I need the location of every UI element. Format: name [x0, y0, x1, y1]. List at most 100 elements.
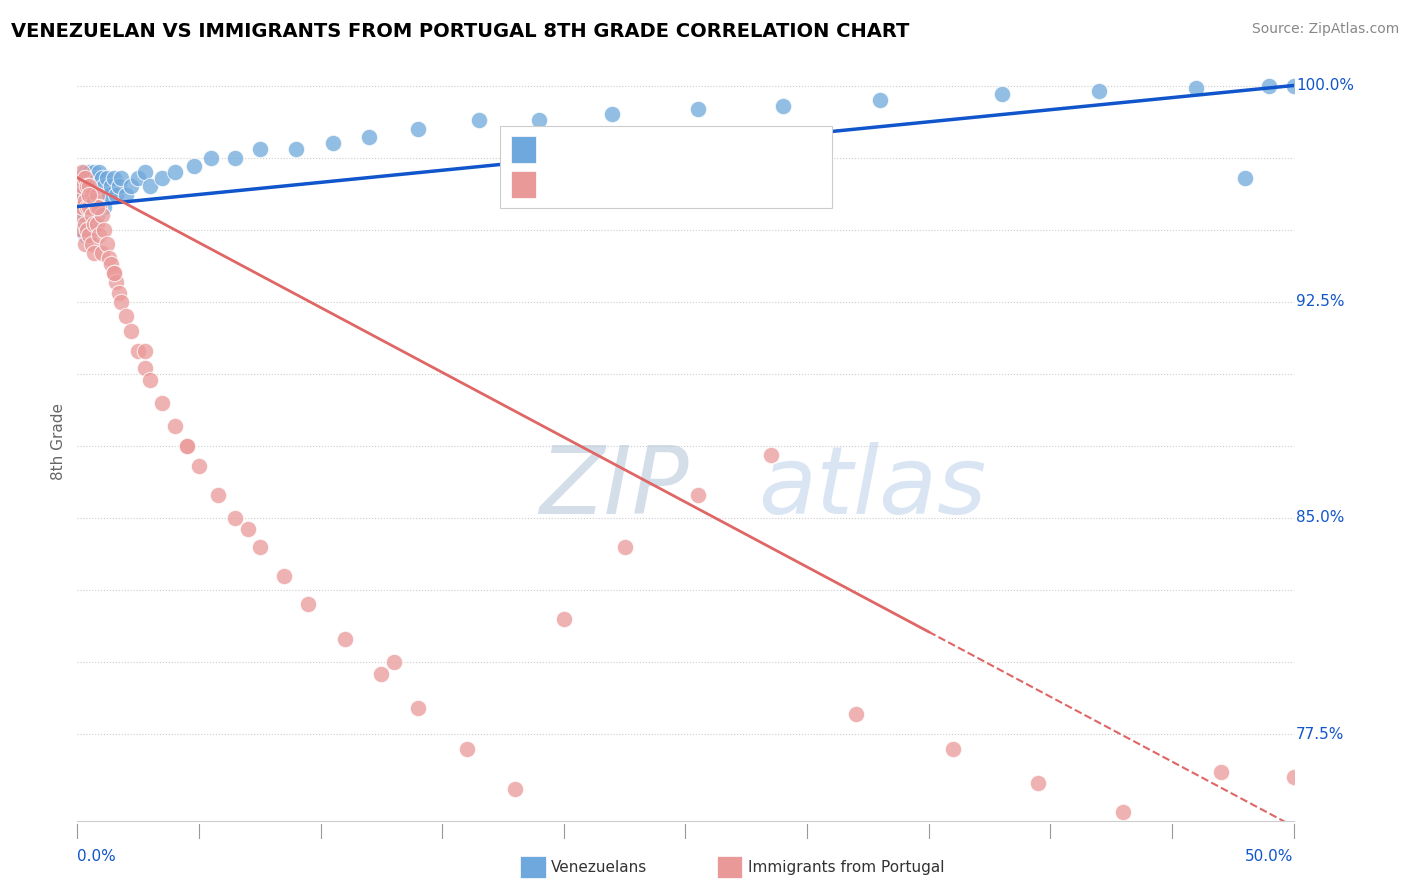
- Point: [1088, 84, 1111, 98]
- Point: [134, 165, 156, 179]
- Point: [370, 666, 392, 681]
- Point: [73, 179, 96, 194]
- Point: [107, 179, 129, 194]
- Text: 85.0%: 85.0%: [1296, 510, 1344, 525]
- Text: Source: ZipAtlas.com: Source: ZipAtlas.com: [1251, 22, 1399, 37]
- Text: atlas: atlas: [758, 442, 987, 533]
- Point: [503, 781, 526, 796]
- Point: [69, 208, 91, 222]
- Point: [76, 222, 98, 236]
- Point: [79, 165, 101, 179]
- Point: [100, 179, 122, 194]
- Point: [333, 632, 356, 646]
- Point: [163, 418, 186, 433]
- Point: [1209, 764, 1232, 779]
- Point: [76, 222, 98, 236]
- Point: [529, 113, 551, 128]
- Point: [80, 200, 103, 214]
- Point: [79, 188, 101, 202]
- Point: [285, 142, 308, 156]
- Point: [80, 188, 103, 202]
- Point: [103, 266, 125, 280]
- Point: [105, 188, 128, 202]
- Point: [97, 252, 120, 266]
- Point: [69, 194, 91, 208]
- Point: [70, 222, 93, 236]
- Point: [73, 228, 96, 243]
- Point: [80, 208, 103, 222]
- Point: [152, 395, 174, 409]
- Point: [406, 701, 429, 715]
- Point: [79, 208, 101, 222]
- Point: [79, 228, 101, 243]
- Point: [183, 159, 205, 173]
- Point: [105, 275, 128, 289]
- Point: [107, 286, 129, 301]
- Text: Immigrants from Portugal: Immigrants from Portugal: [748, 860, 945, 874]
- Point: [115, 188, 138, 202]
- Point: [83, 194, 105, 208]
- Text: 100.0%: 100.0%: [1296, 78, 1354, 93]
- Point: [686, 488, 709, 502]
- Point: [70, 200, 93, 214]
- Point: [845, 706, 868, 721]
- Point: [86, 188, 108, 202]
- Point: [80, 222, 103, 236]
- Point: [90, 245, 112, 260]
- Point: [1258, 78, 1281, 93]
- Point: [686, 102, 709, 116]
- Point: [73, 194, 96, 208]
- Point: [1112, 805, 1135, 819]
- Point: [73, 208, 96, 222]
- Point: [139, 179, 162, 194]
- Point: [79, 179, 101, 194]
- Point: [70, 179, 93, 194]
- Point: [83, 165, 105, 179]
- Point: [224, 511, 246, 525]
- Point: [93, 200, 115, 214]
- Point: [73, 170, 96, 185]
- Point: [70, 200, 93, 214]
- Point: [96, 237, 118, 252]
- Point: [176, 439, 198, 453]
- Point: [236, 523, 259, 537]
- Point: [76, 200, 98, 214]
- Point: [90, 170, 112, 185]
- Text: 50.0%: 50.0%: [1246, 849, 1294, 864]
- Point: [70, 188, 93, 202]
- Point: [86, 217, 108, 231]
- Point: [86, 188, 108, 202]
- Point: [127, 343, 149, 358]
- Point: [93, 179, 115, 194]
- Point: [115, 309, 138, 323]
- Point: [249, 142, 271, 156]
- Point: [100, 257, 122, 271]
- Point: [224, 151, 246, 165]
- Text: R = -0.324   N = 73: R = -0.324 N = 73: [546, 176, 709, 194]
- Point: [80, 237, 103, 252]
- Point: [83, 245, 105, 260]
- Point: [73, 165, 96, 179]
- Point: [97, 188, 120, 202]
- Point: [76, 188, 98, 202]
- Point: [359, 130, 381, 145]
- Text: Venezuelans: Venezuelans: [551, 860, 647, 874]
- Point: [83, 217, 105, 231]
- Point: [90, 208, 112, 222]
- Point: [127, 170, 149, 185]
- Y-axis label: 8th Grade: 8th Grade: [51, 403, 66, 480]
- Point: [79, 200, 101, 214]
- Point: [163, 165, 186, 179]
- Point: [86, 170, 108, 185]
- Point: [80, 188, 103, 202]
- Point: [120, 179, 142, 194]
- Point: [1282, 78, 1305, 93]
- Point: [602, 107, 624, 121]
- Text: ZIP: ZIP: [540, 442, 689, 533]
- Point: [76, 200, 98, 214]
- Point: [406, 121, 429, 136]
- Point: [79, 194, 101, 208]
- Point: [93, 222, 115, 236]
- Point: [207, 488, 229, 502]
- Point: [772, 98, 794, 112]
